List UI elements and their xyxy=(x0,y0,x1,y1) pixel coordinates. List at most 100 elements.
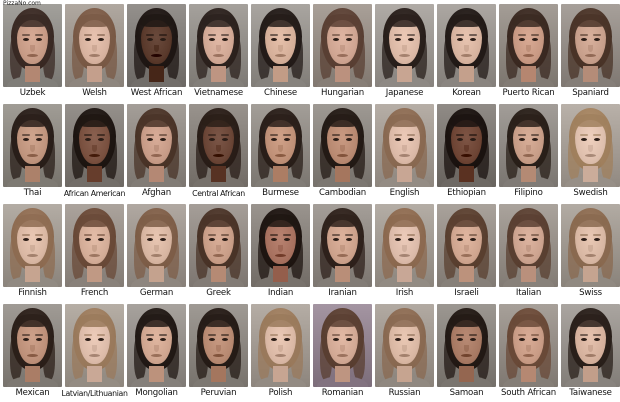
composite-face-photo xyxy=(65,104,124,187)
portrait-tile: Afghan xyxy=(126,102,187,200)
composite-face-photo xyxy=(65,204,124,287)
portrait-tile: Burmese xyxy=(250,102,311,200)
ethnicity-label: Russian xyxy=(388,388,421,398)
composite-face-photo xyxy=(251,4,310,87)
ethnicity-label: Welsh xyxy=(82,88,107,98)
ethnicity-label: Central African xyxy=(192,189,245,198)
composite-face-photo xyxy=(375,104,434,187)
portrait-tile: Puerto Rican xyxy=(498,2,559,100)
portrait-tile: Taiwanese xyxy=(560,302,620,400)
composite-face-photo xyxy=(499,204,558,287)
ethnicity-label: West African xyxy=(130,88,183,98)
composite-face-photo xyxy=(313,104,372,187)
composite-face-photo xyxy=(189,204,248,287)
watermark-text: PizzaNo.com xyxy=(3,0,41,7)
ethnicity-label: French xyxy=(80,288,109,298)
ethnicity-label: English xyxy=(389,188,420,198)
composite-face-photo xyxy=(375,204,434,287)
ethnicity-label: Peruvian xyxy=(200,388,237,398)
ethnicity-label: Swedish xyxy=(573,188,608,198)
ethnicity-label: Ethiopian xyxy=(447,188,486,198)
portrait-tile: French xyxy=(64,202,125,300)
composite-face-photo xyxy=(437,204,496,287)
portrait-tile: Mongolian xyxy=(126,302,187,400)
composite-face-photo xyxy=(3,4,62,87)
portrait-tile: Israeli xyxy=(436,202,497,300)
portrait-tile: Mexican xyxy=(2,302,63,400)
portrait-tile: Greek xyxy=(188,202,249,300)
composite-face-photo xyxy=(189,304,248,387)
portrait-tile: Central African xyxy=(188,102,249,200)
ethnicity-label: Israeli xyxy=(454,288,479,298)
portrait-tile: Samoan xyxy=(436,302,497,400)
composite-face-photo xyxy=(375,4,434,87)
portrait-tile: English xyxy=(374,102,435,200)
portrait-tile: Swedish xyxy=(560,102,620,200)
composite-face-photo xyxy=(313,204,372,287)
portrait-tile: Welsh xyxy=(64,2,125,100)
ethnicity-label: Burmese xyxy=(262,188,299,198)
composite-face-photo xyxy=(499,304,558,387)
composite-face-photo xyxy=(65,4,124,87)
composite-face-photo xyxy=(561,204,620,287)
ethnicity-label: Chinese xyxy=(264,88,297,98)
ethnicity-label: Spaniard xyxy=(572,88,609,98)
composite-face-photo xyxy=(375,304,434,387)
ethnicity-label: Latvian/Lithuanian xyxy=(61,389,128,398)
portrait-tile: Spaniard xyxy=(560,2,620,100)
ethnicity-label: Taiwanese xyxy=(569,388,612,398)
portrait-tile: Romanian xyxy=(312,302,373,400)
composite-face-photo xyxy=(127,204,186,287)
portrait-tile: African American xyxy=(64,102,125,200)
portrait-tile: Polish xyxy=(250,302,311,400)
composite-face-photo xyxy=(3,104,62,187)
portrait-tile: South African xyxy=(498,302,559,400)
ethnicity-label: Cambodian xyxy=(318,188,367,198)
composite-face-photo xyxy=(3,304,62,387)
composite-face-photo xyxy=(499,104,558,187)
ethnicity-label: Uzbek xyxy=(19,88,46,98)
composite-face-photo xyxy=(189,104,248,187)
portrait-tile: Korean xyxy=(436,2,497,100)
ethnicity-label: Swiss xyxy=(579,288,602,298)
portrait-tile: Ethiopian xyxy=(436,102,497,200)
composite-face-photo xyxy=(189,4,248,87)
portrait-tile: Russian xyxy=(374,302,435,400)
portrait-tile: Peruvian xyxy=(188,302,249,400)
ethnicity-label: Mongolian xyxy=(135,388,178,398)
portrait-tile: Filipino xyxy=(498,102,559,200)
ethnicity-label: Vietnamese xyxy=(194,88,243,98)
portrait-tile: Thai xyxy=(2,102,63,200)
ethnicity-label: Afghan xyxy=(141,188,171,198)
ethnicity-label: Greek xyxy=(206,288,231,298)
portrait-tile: Vietnamese xyxy=(188,2,249,100)
composite-face-photo xyxy=(251,204,310,287)
portrait-tile: Iranian xyxy=(312,202,373,300)
ethnicity-label: Korean xyxy=(452,88,481,98)
ethnicity-label: Italian xyxy=(515,288,542,298)
ethnicity-label: Thai xyxy=(23,188,42,198)
ethnicity-label: Polish xyxy=(268,388,293,398)
ethnicity-label: Mexican xyxy=(15,388,50,398)
portrait-tile: Uzbek xyxy=(2,2,63,100)
portrait-tile: Cambodian xyxy=(312,102,373,200)
ethnicity-label: Irish xyxy=(395,288,414,298)
ethnicity-label: Puerto Rican xyxy=(502,88,555,98)
composite-face-photo xyxy=(561,4,620,87)
ethnicity-label: Iranian xyxy=(328,288,357,298)
ethnicity-label: Samoan xyxy=(449,388,484,398)
composite-face-photo xyxy=(127,104,186,187)
composite-face-photo xyxy=(437,4,496,87)
ethnicity-label: Romanian xyxy=(321,388,364,398)
ethnicity-label: Finnish xyxy=(18,288,47,298)
ethnicity-label: Indian xyxy=(267,288,294,298)
composite-face-photo xyxy=(499,4,558,87)
composite-face-photo xyxy=(251,304,310,387)
composite-face-photo xyxy=(313,4,372,87)
composite-face-photo xyxy=(127,4,186,87)
portrait-tile: German xyxy=(126,202,187,300)
ethnicity-label: German xyxy=(139,288,174,298)
ethnicity-label: Hungarian xyxy=(321,88,364,98)
portrait-tile: West African xyxy=(126,2,187,100)
